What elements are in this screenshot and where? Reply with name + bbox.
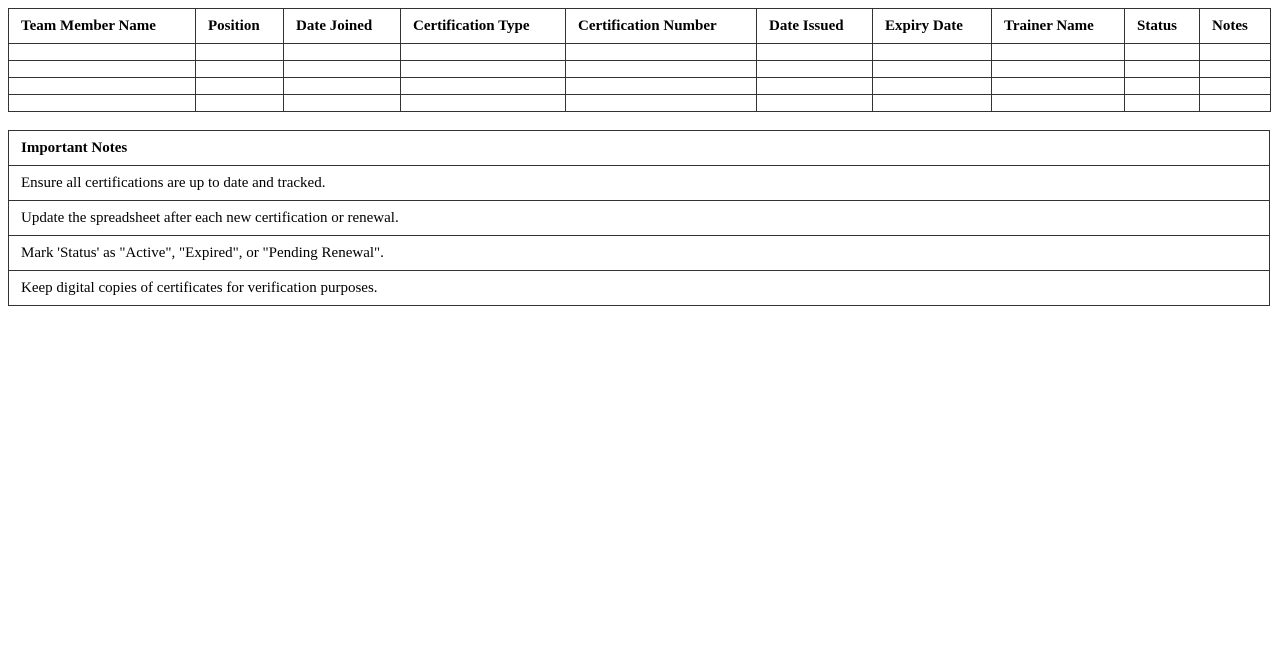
table-cell[interactable]: [991, 77, 1125, 95]
table-cell[interactable]: [1199, 77, 1271, 95]
table-cell[interactable]: [565, 77, 757, 95]
column-header: Certification Type: [400, 8, 566, 44]
table-cell[interactable]: [756, 43, 873, 61]
table-cell[interactable]: [283, 43, 401, 61]
table-row: [8, 60, 1271, 78]
table-cell[interactable]: [1199, 94, 1271, 112]
table-cell[interactable]: [872, 94, 992, 112]
note-row: Update the spreadsheet after each new ce…: [8, 200, 1270, 236]
table-cell[interactable]: [283, 77, 401, 95]
table-cell[interactable]: [400, 43, 566, 61]
table-cell[interactable]: [756, 77, 873, 95]
table-cell[interactable]: [195, 94, 284, 112]
table-cell[interactable]: [1124, 77, 1200, 95]
table-cell[interactable]: [195, 60, 284, 78]
table-cell[interactable]: [1199, 43, 1271, 61]
column-header: Date Issued: [756, 8, 873, 44]
note-row: Mark 'Status' as "Active", "Expired", or…: [8, 235, 1270, 271]
table-cell[interactable]: [283, 94, 401, 112]
certification-table: Team Member Name Position Date Joined Certi…: [8, 8, 1271, 112]
table-cell[interactable]: [991, 94, 1125, 112]
table-cell[interactable]: [8, 60, 196, 78]
column-header: Certification Number: [565, 8, 757, 44]
notes-header-row: Important Notes: [8, 130, 1270, 166]
table-cell[interactable]: [565, 94, 757, 112]
note-text: Mark 'Status' as "Active", "Expired", or…: [8, 235, 1270, 271]
table-cell[interactable]: [8, 94, 196, 112]
note-row: Ensure all certifications are up to date…: [8, 165, 1270, 201]
note-row: Keep digital copies of certificates for …: [8, 270, 1270, 306]
column-header: Team Member Name: [8, 8, 196, 44]
table-cell[interactable]: [8, 77, 196, 95]
table-cell[interactable]: [400, 60, 566, 78]
table-cell[interactable]: [991, 43, 1125, 61]
note-text: Update the spreadsheet after each new ce…: [8, 200, 1270, 236]
table-cell[interactable]: [565, 43, 757, 61]
note-text: Keep digital copies of certificates for …: [8, 270, 1270, 306]
table-cell[interactable]: [400, 77, 566, 95]
table-cell[interactable]: [872, 60, 992, 78]
important-notes-table: Important Notes Ensure all certification…: [8, 130, 1270, 306]
table-cell[interactable]: [400, 94, 566, 112]
table-cell[interactable]: [283, 60, 401, 78]
table-row: [8, 94, 1271, 112]
column-header: Position: [195, 8, 284, 44]
table-cell[interactable]: [756, 60, 873, 78]
table-row: [8, 43, 1271, 61]
table-cell[interactable]: [1124, 60, 1200, 78]
table-cell[interactable]: [756, 94, 873, 112]
header-row: Team Member Name Position Date Joined Certi…: [8, 8, 1271, 44]
column-header: Trainer Name: [991, 8, 1125, 44]
table-cell[interactable]: [1124, 43, 1200, 61]
table-cell[interactable]: [872, 77, 992, 95]
column-header: Notes: [1199, 8, 1271, 44]
column-header: Date Joined: [283, 8, 401, 44]
column-header: Expiry Date: [872, 8, 992, 44]
column-header: Status: [1124, 8, 1200, 44]
table-cell[interactable]: [991, 60, 1125, 78]
table-cell[interactable]: [565, 60, 757, 78]
table-cell[interactable]: [195, 43, 284, 61]
table-cell[interactable]: [8, 43, 196, 61]
table-row: [8, 77, 1271, 95]
note-text: Ensure all certifications are up to date…: [8, 165, 1270, 201]
table-cell[interactable]: [1199, 60, 1271, 78]
table-cell[interactable]: [872, 43, 992, 61]
notes-title: Important Notes: [8, 130, 1270, 166]
table-cell[interactable]: [195, 77, 284, 95]
table-cell[interactable]: [1124, 94, 1200, 112]
